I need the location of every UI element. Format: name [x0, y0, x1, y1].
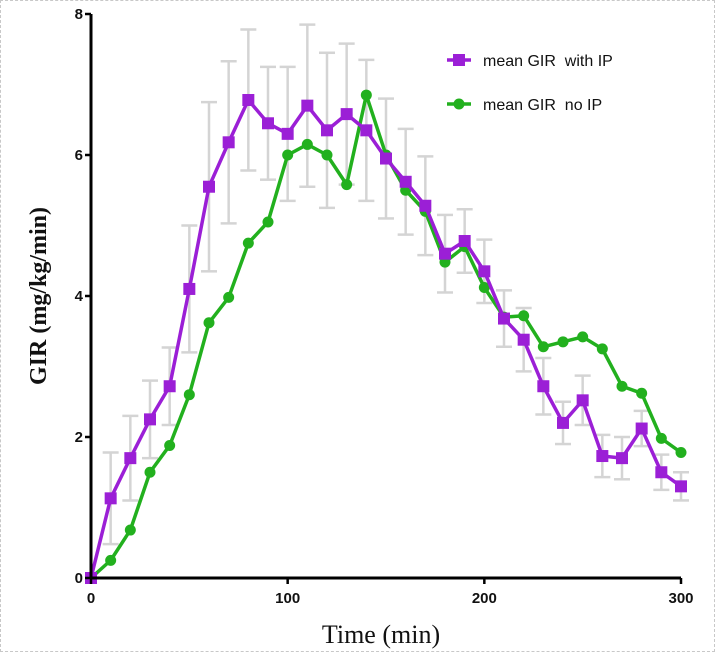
data-point-no-ip — [675, 447, 687, 459]
x-axis-title: Time (min) — [322, 620, 440, 649]
legend-label: mean GIR no IP — [483, 97, 602, 114]
data-point-no-ip — [301, 138, 313, 150]
data-point-with-ip — [537, 380, 550, 393]
data-point-no-ip — [124, 524, 136, 536]
data-point-with-ip — [163, 380, 176, 393]
legend-swatch-marker — [453, 98, 465, 110]
data-point-no-ip — [596, 343, 608, 355]
legend-swatch-marker — [453, 54, 465, 66]
data-point-no-ip — [105, 554, 117, 566]
data-point-with-ip — [281, 127, 294, 140]
data-point-no-ip — [577, 331, 589, 343]
data-point-no-ip — [537, 341, 549, 353]
data-point-no-ip — [282, 149, 294, 161]
data-point-with-ip — [399, 175, 412, 188]
series-markers-1 — [85, 89, 687, 584]
y-tick-label: 4 — [75, 288, 84, 305]
data-point-no-ip — [262, 216, 274, 228]
data-point-with-ip — [144, 413, 156, 426]
data-point-with-ip — [576, 394, 589, 407]
data-point-no-ip — [478, 282, 490, 294]
data-point-no-ip — [341, 179, 353, 191]
data-point-no-ip — [321, 149, 333, 161]
data-point-with-ip — [419, 199, 432, 212]
data-point-with-ip — [340, 108, 353, 121]
data-point-with-ip — [203, 180, 215, 193]
data-point-with-ip — [380, 152, 392, 165]
data-point-with-ip — [458, 235, 471, 248]
data-point-with-ip — [262, 117, 274, 130]
data-point-with-ip — [557, 416, 569, 429]
data-point-no-ip — [636, 387, 648, 399]
data-point-no-ip — [557, 336, 569, 348]
series-markers-0 — [85, 94, 687, 584]
data-point-no-ip — [655, 432, 667, 444]
data-point-with-ip — [104, 492, 117, 505]
data-point-with-ip — [183, 282, 196, 295]
data-point-with-ip — [242, 94, 255, 107]
data-point-with-ip — [124, 452, 137, 465]
data-point-with-ip — [675, 480, 687, 493]
legend: mean GIR with IP mean GIR no IP — [447, 53, 613, 114]
x-tick-label: 0 — [87, 590, 95, 607]
data-point-no-ip — [360, 89, 372, 101]
data-point-with-ip — [321, 124, 333, 137]
data-point-with-ip — [301, 99, 314, 112]
data-point-no-ip — [242, 237, 254, 249]
y-tick-label: 0 — [75, 570, 83, 587]
data-point-no-ip — [144, 466, 156, 478]
data-point-with-ip — [616, 452, 628, 465]
data-point-with-ip — [478, 265, 491, 278]
data-point-with-ip — [635, 422, 648, 435]
data-point-with-ip — [360, 124, 373, 137]
data-point-with-ip — [517, 333, 530, 346]
data-point-no-ip — [183, 389, 195, 401]
data-point-with-ip — [498, 312, 510, 325]
data-point-no-ip — [616, 380, 628, 392]
data-point-with-ip — [655, 466, 668, 479]
x-tick-label: 100 — [275, 590, 300, 607]
data-point-no-ip — [518, 310, 530, 322]
legend-label: mean GIR with IP — [483, 53, 613, 70]
data-point-with-ip — [222, 136, 235, 149]
x-tick-label: 200 — [472, 590, 497, 607]
x-tick-label: 300 — [668, 590, 693, 607]
data-point-with-ip — [439, 247, 451, 260]
y-tick-label: 2 — [75, 429, 83, 446]
y-tick-label: 8 — [75, 6, 83, 23]
y-tick-label: 6 — [75, 147, 83, 164]
y-axis-title: GIR (mg/kg/min) — [26, 207, 52, 385]
data-point-with-ip — [596, 450, 609, 463]
data-point-no-ip — [223, 291, 235, 303]
data-point-no-ip — [164, 439, 176, 451]
data-point-no-ip — [203, 317, 215, 329]
